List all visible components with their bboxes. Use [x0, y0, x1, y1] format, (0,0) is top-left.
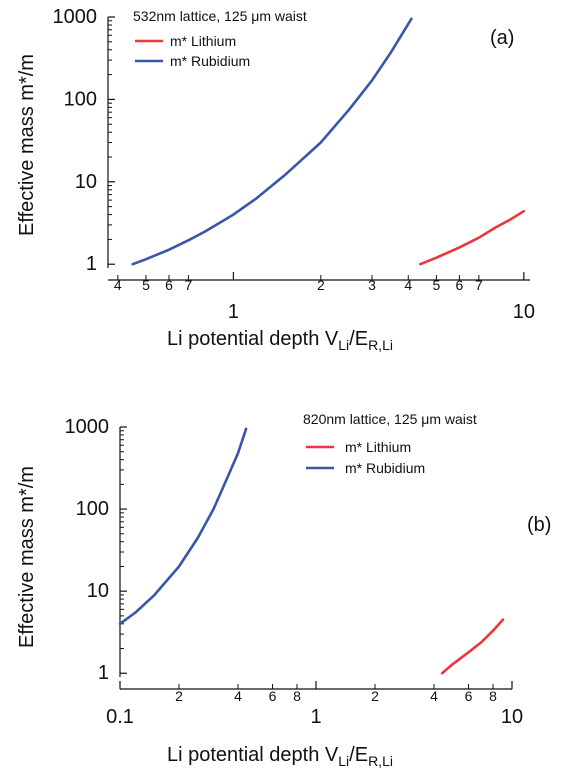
x-axis-title-main: Li potential depth V — [167, 328, 339, 350]
y-tick-label: 1000 — [53, 6, 98, 28]
x-minor-tick-label: 6 — [269, 688, 277, 704]
x-minor-tick-label: 8 — [293, 688, 301, 704]
series-line-mlithium — [418, 209, 526, 266]
x-major-tick-label: 1 — [310, 706, 321, 728]
y-axis-title-text: Effective mass m*/m — [16, 54, 38, 236]
y-tick-label: 1 — [98, 662, 109, 684]
y-tick-label: 10 — [87, 580, 109, 602]
y-tick-label: 100 — [64, 88, 97, 110]
x-minor-tick-label: 4 — [430, 688, 438, 704]
x-axis-title-sub2: R,Li — [368, 753, 393, 769]
legend-title: 820nm lattice, 125 μm waist — [303, 411, 477, 427]
legend-label-lithium: m* Lithium — [345, 439, 411, 455]
y-tick-label: 100 — [76, 498, 109, 520]
x-minor-tick-label: 7 — [185, 277, 193, 293]
x-minor-tick-label: 4 — [404, 277, 412, 293]
x-axis-title-sub2: R,Li — [368, 337, 393, 353]
x-axis-title-mid: /E — [349, 328, 368, 350]
x-major-tick-label: 1 — [228, 301, 239, 323]
y-tick-label: 10 — [75, 171, 97, 193]
legend-label-lithium: m* Lithium — [170, 33, 236, 49]
y-tick-label: 1 — [86, 253, 97, 275]
x-minor-tick-label: 7 — [475, 277, 483, 293]
series-line-mlithium — [440, 618, 505, 675]
series-line-mrubidium — [131, 17, 413, 266]
panel-b: Effective mass m*/m Li potential depth V… — [16, 411, 551, 769]
x-minor-tick-label: 6 — [165, 277, 173, 293]
series-line-mrubidium — [118, 427, 248, 626]
x-axis-title-mid: /E — [349, 744, 368, 766]
x-minor-tick-label: 3 — [368, 277, 376, 293]
y-axis-title: Effective mass m*/m — [16, 54, 38, 236]
x-minor-tick-label: 4 — [234, 688, 242, 704]
y-tick-label: 1000 — [65, 416, 110, 438]
x-axis-title-sub1: Li — [338, 753, 349, 769]
x-axis-title-main: Li potential depth V — [167, 744, 339, 766]
x-major-tick-label: 10 — [501, 706, 523, 728]
x-major-tick-label: 10 — [513, 301, 535, 323]
x-minor-tick-label: 6 — [465, 688, 473, 704]
y-axis-title: Effective mass m*/m — [16, 466, 38, 648]
x-minor-tick-label: 2 — [317, 277, 325, 293]
x-minor-tick-label: 2 — [371, 688, 379, 704]
legend-title: 532nm lattice, 125 μm waist — [133, 8, 307, 24]
x-minor-tick-label: 5 — [142, 277, 150, 293]
panel-label: (a) — [490, 27, 514, 49]
x-axis-title: Li potential depth VLi/ER,Li — [167, 328, 393, 353]
y-axis-title-text: Effective mass m*/m — [16, 466, 38, 648]
x-axis-title: Li potential depth VLi/ER,Li — [167, 744, 393, 769]
legend-label-rubidium: m* Rubidium — [345, 460, 425, 476]
x-minor-tick-label: 6 — [456, 277, 464, 293]
x-minor-tick-label: 5 — [433, 277, 441, 293]
x-minor-tick-label: 2 — [175, 688, 183, 704]
x-minor-tick-label: 4 — [114, 277, 122, 293]
panel-a: Effective mass m*/m Li potential depth V… — [16, 6, 535, 353]
legend-label-rubidium: m* Rubidium — [170, 53, 250, 69]
panel-label: (b) — [527, 514, 551, 536]
x-minor-tick-label: 8 — [489, 688, 497, 704]
x-major-tick-label: 0.1 — [106, 706, 134, 728]
x-axis-title-sub1: Li — [338, 337, 349, 353]
